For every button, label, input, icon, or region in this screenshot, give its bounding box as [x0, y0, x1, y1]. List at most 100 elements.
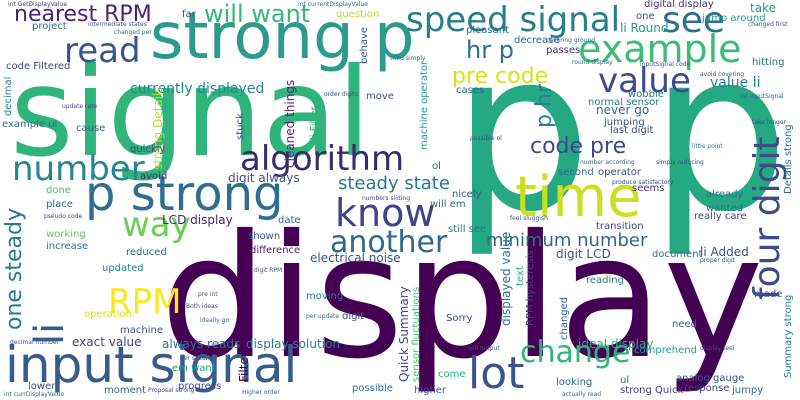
word-int-getdisplayvalue: int GetDisplayValue: [8, 1, 68, 8]
word-know: know: [335, 191, 436, 235]
word-sensor-fluctuations: sensor fluctuations: [411, 286, 422, 382]
word-display: display: [160, 199, 764, 397]
word-another: another: [330, 225, 448, 260]
word-currently-displayed: currently displayed: [130, 81, 265, 97]
word-wobble: wobble: [628, 89, 664, 100]
word-changed-per: changed per: [114, 29, 152, 36]
word-minimum-number: minimum number: [486, 230, 648, 251]
word-done: done: [46, 185, 71, 196]
word-ideally-go: ideally go: [200, 317, 230, 324]
word-avoid: avoid: [140, 171, 168, 182]
word-value-li: value li: [710, 75, 761, 91]
word-operation: operation: [84, 309, 133, 320]
word-speed-signal: speed signal: [406, 0, 621, 40]
word-tried-simply: tried simply: [390, 55, 426, 62]
word-hr-p: hr p: [466, 36, 514, 64]
word-digit: digit: [342, 311, 365, 322]
word-input-signal: input signal: [5, 336, 298, 394]
word-project: project: [32, 21, 67, 32]
word-ul: ul: [620, 375, 630, 386]
word-progress: progress: [178, 381, 222, 392]
word-li-filter: li Filter: [309, 106, 320, 140]
word-one: one: [636, 11, 655, 22]
word-normal-sensor: normal sensor: [588, 97, 660, 108]
word-jump-around: jump around: [702, 13, 766, 24]
word-place: place: [46, 199, 73, 210]
word-li-round: li Round: [620, 21, 669, 35]
word-stuck: stuck: [235, 113, 246, 140]
word-decimal-number: decimal number: [10, 339, 59, 346]
word-rpm-hysteresis: RPM hysteresis: [525, 250, 536, 326]
word-code-pre: code pre: [530, 134, 627, 159]
word-working: working: [46, 229, 86, 240]
word-time: time: [515, 165, 642, 230]
word-ol: ol: [432, 161, 441, 172]
word-order-digits: order digits: [324, 91, 359, 98]
word-decimal: decimal: [3, 76, 14, 116]
word-operator: operator: [598, 167, 642, 178]
word-possible-ol: possible ol: [470, 135, 502, 142]
word-seems: seems: [632, 183, 665, 194]
word-lcd-display: LCD display: [162, 213, 233, 227]
word-still-see: still see: [448, 224, 487, 235]
word-digit-lcd: digit LCD: [556, 247, 611, 261]
word-need: need: [672, 319, 697, 330]
word-lower: lower: [28, 381, 56, 392]
word-jumpy: jumpy: [732, 385, 764, 396]
word-behave: behave: [359, 26, 370, 64]
word-li: lot: [468, 348, 525, 399]
word-comprehend: comprehend: [634, 345, 697, 356]
word-example: example: [578, 27, 742, 71]
word-both-ideas: Both ideas: [186, 303, 218, 310]
word-moment: moment: [104, 385, 147, 396]
word-way: way: [122, 205, 191, 245]
word-changed-first: changed first: [748, 21, 788, 28]
word-higher: higher: [414, 385, 447, 396]
word-strong-quick: strong Quick: [620, 385, 684, 396]
word-updated: updated: [102, 263, 144, 274]
word-update-rate: update rate: [62, 103, 98, 110]
word-made: made: [754, 289, 783, 300]
word-actually-read: actually read: [562, 391, 602, 398]
word-response: response: [684, 383, 730, 394]
word-digit-rpm: digit RPM: [254, 267, 283, 274]
word-jumping: jumping: [604, 117, 645, 128]
word-per-second: per second: [180, 355, 214, 362]
word-change: change: [520, 335, 631, 370]
word-possible: possible: [352, 383, 393, 394]
word-pre-int: pre int: [198, 291, 218, 298]
word-digit-always: digit always: [228, 171, 300, 185]
word-will-want: will want: [204, 0, 311, 28]
word-increase: increase: [46, 241, 89, 252]
word-displayed-value: displayed value: [499, 231, 513, 326]
word-produce-satisfactory: produce satisfactory: [612, 179, 674, 186]
word-moving: moving: [306, 291, 344, 302]
word-difference: difference: [250, 245, 301, 256]
word-changed: changed: [559, 296, 570, 340]
word-value: value: [598, 61, 691, 101]
word-inputsignal-code: inputSignal code: [640, 61, 691, 68]
word-cases: cases: [456, 85, 485, 96]
word-second: second: [558, 167, 594, 178]
word-display-solution: display solution: [246, 337, 340, 351]
word-will-output: will output: [468, 345, 500, 352]
word-quick-summary: Quick Summary: [397, 286, 411, 382]
word-ideal-display: ideal display: [578, 337, 654, 351]
word-numbers-sliding: numbers sliding: [362, 195, 410, 202]
word-strong-p: strong p: [150, 0, 415, 74]
word-question: question: [336, 9, 380, 20]
word-avoid-covering: avoid covering: [700, 71, 745, 78]
word-nicely: nicely: [452, 189, 482, 200]
word-digital-display: digital display: [644, 0, 714, 10]
word-transition: transition: [596, 221, 644, 232]
word-document: document: [652, 249, 703, 260]
word-signal: signal: [10, 42, 371, 184]
word-date: date: [278, 215, 301, 226]
word-take: take: [750, 1, 776, 15]
word-number: number: [12, 149, 145, 189]
word-cleaned-things: cleaned things: [283, 79, 297, 168]
word-already: already: [706, 189, 744, 200]
word-algorithm: algorithm: [240, 139, 405, 179]
word-passes: passes: [546, 45, 581, 56]
word-per-update: per update: [306, 313, 340, 320]
